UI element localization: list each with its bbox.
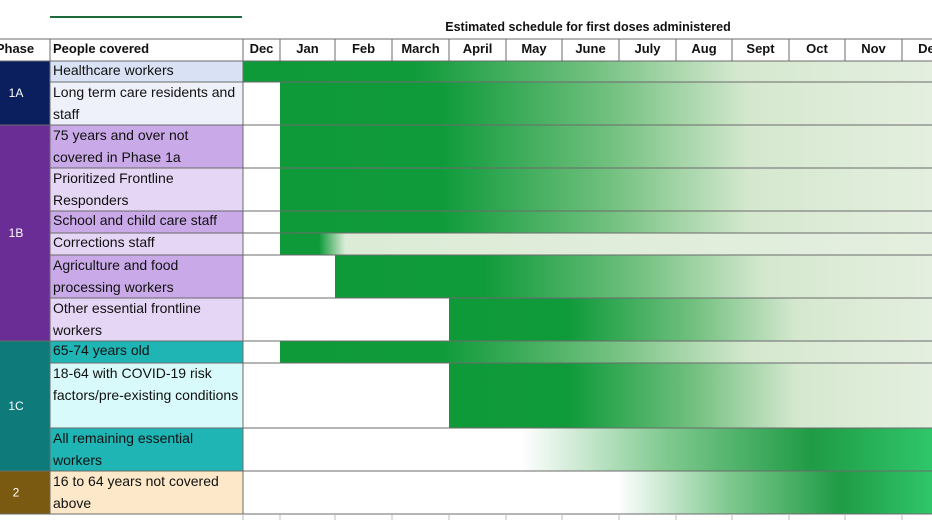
people-cell — [50, 471, 243, 514]
people-covered-label: School and child care staff — [53, 212, 217, 228]
header-band — [0, 39, 932, 61]
schedule-bar — [280, 211, 932, 233]
people-cell — [50, 341, 243, 363]
schedule-bar — [280, 168, 932, 211]
month-header: Oct — [806, 41, 828, 56]
month-header: April — [462, 41, 493, 56]
month-header: Jan — [296, 41, 319, 56]
people-cell — [50, 255, 243, 298]
people-covered-label: 18-64 with COVID-19 risk factors/pre-exi… — [53, 365, 239, 403]
month-header: July — [634, 41, 661, 56]
phase-label: 1A — [9, 86, 24, 100]
phase-label: 1B — [9, 226, 24, 240]
phase-cell-1a — [0, 61, 50, 125]
people-cell — [50, 82, 243, 125]
people-cell — [50, 125, 243, 168]
people-cell — [50, 233, 243, 255]
phase-cell-1b — [0, 125, 50, 341]
schedule-bar — [280, 125, 932, 168]
month-header: June — [575, 41, 606, 56]
header-accent-line — [50, 16, 242, 18]
people-cell — [50, 168, 243, 211]
people-covered-label: Corrections staff — [53, 234, 155, 250]
people-covered-label: Long term care residents and staff — [53, 84, 236, 122]
phase-label: 2 — [13, 486, 20, 500]
month-header: Nov — [861, 41, 886, 56]
month-header: Aug — [691, 41, 717, 56]
phase-cell-1c — [0, 341, 50, 471]
people-cell — [50, 211, 243, 233]
people-cell — [50, 298, 243, 341]
schedule-bar — [335, 255, 932, 298]
month-header: Sept — [746, 41, 775, 56]
schedule-bar — [449, 298, 932, 341]
people-covered-label: Agriculture and food processing workers — [53, 257, 179, 295]
schedule-bar — [243, 61, 932, 82]
chart-title: Estimated schedule for first doses admin… — [445, 20, 731, 34]
people-covered-label: All remaining essential workers — [53, 430, 194, 468]
schedule-bar — [280, 233, 932, 255]
people-cell — [50, 363, 243, 428]
schedule-bar — [562, 471, 932, 514]
people-covered-label: 75 years and over not covered in Phase 1… — [53, 127, 189, 165]
month-header: Dec — [918, 41, 932, 56]
schedule-bar — [280, 82, 932, 125]
people-covered-label: 16 to 64 years not covered above — [53, 473, 219, 511]
month-header: Feb — [351, 41, 376, 56]
schedule-bar — [280, 341, 932, 363]
people-covered-label: 65-74 years old — [53, 342, 150, 358]
month-header: March — [401, 41, 440, 56]
phase-cell-2 — [0, 471, 50, 514]
people-cell — [50, 428, 243, 471]
people-covered-label: Healthcare workers — [53, 62, 174, 78]
people-covered-label: Prioritized Frontline Responders — [53, 170, 174, 208]
people-covered-label: Other essential frontline workers — [53, 300, 201, 338]
phase-header: Phase — [0, 41, 35, 56]
schedule-bar — [449, 428, 932, 471]
month-header: Dec — [249, 41, 274, 56]
schedule-bar — [449, 363, 932, 428]
month-header: May — [521, 41, 547, 56]
phase-label: 1C — [8, 399, 24, 413]
people-header: People covered — [53, 41, 150, 56]
people-cell — [50, 61, 243, 82]
